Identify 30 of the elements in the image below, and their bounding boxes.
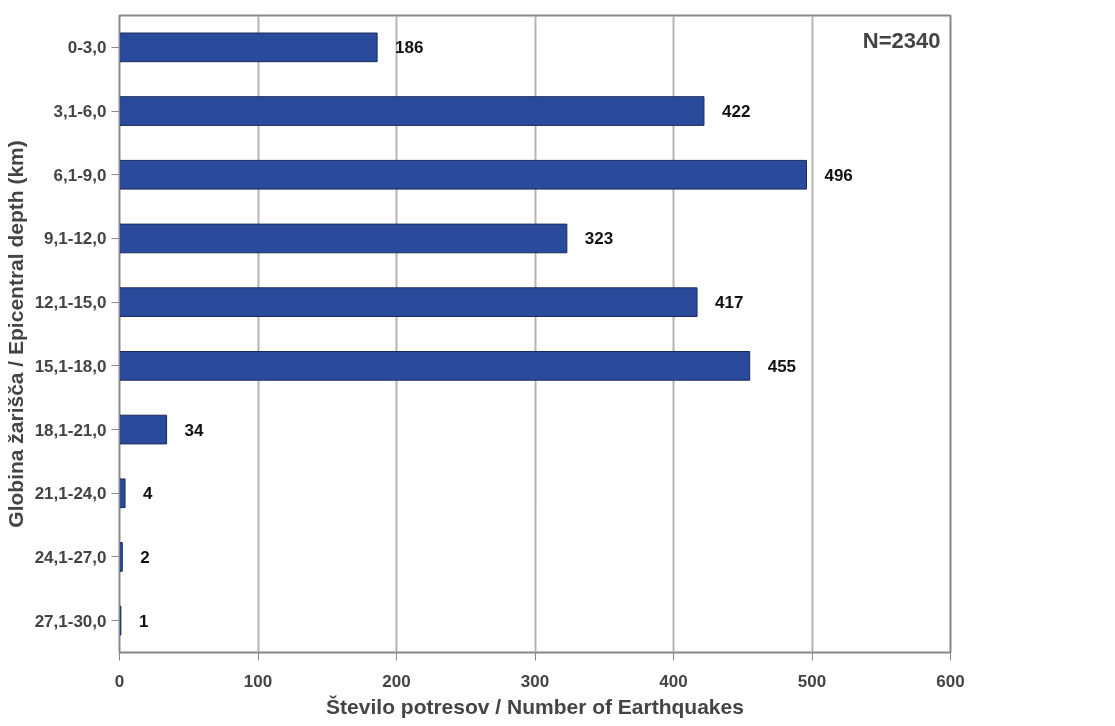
data-label: 417 [715,293,744,313]
y-tick-label: 18,1-21,0 [34,420,107,440]
x-axis-title: Število potresov / Number of Earthquakes [326,694,744,718]
y-tick-label: 3,1-6,0 [53,102,107,122]
data-label: 2 [140,547,150,567]
data-label: 4 [143,484,154,504]
x-tick-label: 200 [382,671,411,691]
data-label: 186 [395,38,424,58]
x-tick-label: 400 [659,671,688,691]
y-tick-label: 27,1-30,0 [34,611,107,631]
x-tick-label: 600 [936,671,965,691]
y-tick-label: 12,1-15,0 [34,293,107,313]
data-label: 323 [584,229,614,249]
data-label: 1 [138,611,149,631]
x-tick-label: 100 [243,671,273,691]
x-tick-label: 500 [797,671,827,691]
x-tick-label: 300 [520,671,550,691]
y-tick-label: 6,1-9,0 [53,165,107,185]
y-tick-label: 9,1-12,0 [44,229,107,249]
data-label: 455 [767,356,797,376]
y-tick-label: 0-3,0 [67,38,107,58]
data-label: 422 [721,102,751,122]
data-label: 496 [824,165,853,185]
y-tick-label: 24,1-27,0 [34,547,107,567]
y-tick-label: 15,1-18,0 [34,356,107,376]
y-tick-label: 21,1-24,0 [34,484,107,504]
annotation: N=2340 [862,28,941,54]
data-label: 34 [184,420,205,440]
x-tick-label: 0 [114,671,125,691]
y-axis-title: Globina žarišča / Epicentral depth (km) [3,140,27,528]
